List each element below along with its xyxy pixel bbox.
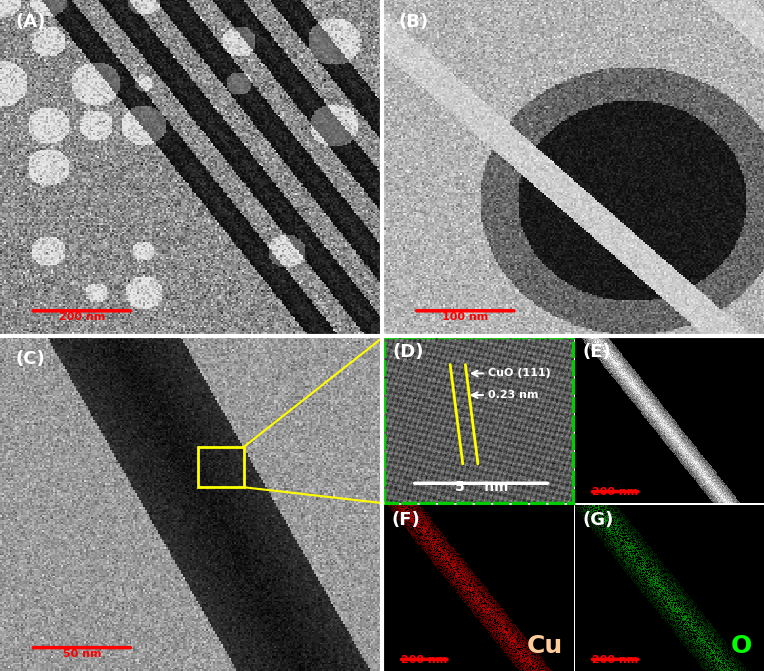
Text: (A): (A): [15, 13, 46, 32]
Text: 5    nm: 5 nm: [455, 480, 509, 494]
Text: (E): (E): [582, 344, 611, 362]
Text: 200 nm: 200 nm: [592, 487, 639, 497]
Bar: [198, 447, 244, 487]
Text: (B): (B): [399, 13, 429, 32]
Text: 100 nm: 100 nm: [442, 313, 488, 323]
Text: (G): (G): [582, 511, 613, 529]
Text: 200 nm: 200 nm: [401, 655, 448, 665]
Text: 200 nm: 200 nm: [59, 313, 105, 323]
Text: O: O: [730, 634, 752, 658]
Text: 50 nm: 50 nm: [63, 650, 101, 660]
Text: CuO (111): CuO (111): [487, 368, 551, 378]
Text: (C): (C): [15, 350, 45, 368]
Text: 0.23 nm: 0.23 nm: [487, 390, 538, 400]
Text: (D): (D): [393, 344, 425, 362]
Text: Cu: Cu: [526, 634, 563, 658]
Text: 200 nm: 200 nm: [592, 655, 639, 665]
Text: (F): (F): [391, 511, 420, 529]
